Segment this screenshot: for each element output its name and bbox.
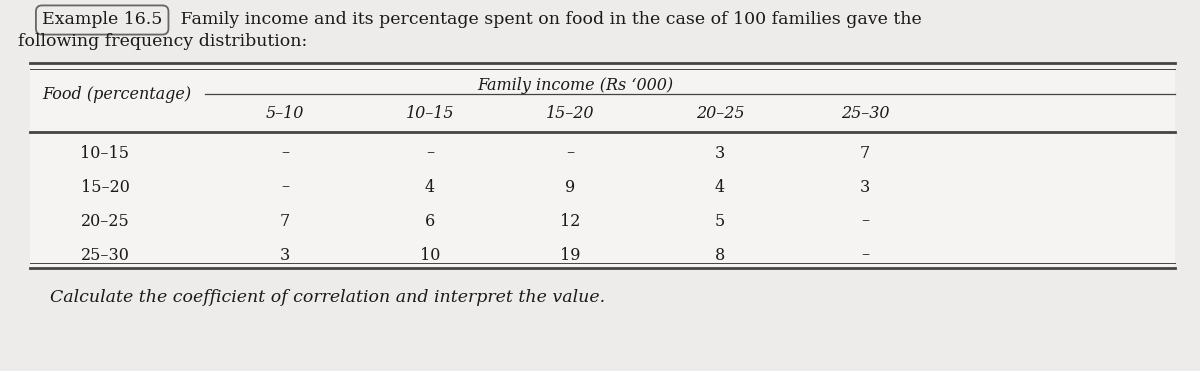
Bar — [30, 63, 1175, 268]
Text: –: – — [281, 144, 289, 161]
Text: following frequency distribution:: following frequency distribution: — [18, 33, 307, 50]
Text: 7: 7 — [280, 213, 290, 230]
Text: 3: 3 — [715, 144, 725, 161]
Text: 4: 4 — [425, 178, 436, 196]
Text: Food (percentage): Food (percentage) — [42, 86, 191, 103]
Text: 4: 4 — [715, 178, 725, 196]
Text: –: – — [426, 144, 434, 161]
Text: 7: 7 — [860, 144, 870, 161]
Text: 5–10: 5–10 — [266, 105, 304, 122]
Text: 15–20: 15–20 — [80, 178, 130, 196]
Text: 25–30: 25–30 — [80, 246, 130, 263]
Text: Family income and its percentage spent on food in the case of 100 families gave : Family income and its percentage spent o… — [175, 12, 922, 29]
Text: Family income (Rs ‘000): Family income (Rs ‘000) — [476, 76, 673, 93]
Text: –: – — [860, 246, 869, 263]
Text: 20–25: 20–25 — [80, 213, 130, 230]
Text: 3: 3 — [860, 178, 870, 196]
Text: 3: 3 — [280, 246, 290, 263]
Text: 6: 6 — [425, 213, 436, 230]
Text: 19: 19 — [559, 246, 581, 263]
Text: 10–15: 10–15 — [80, 144, 130, 161]
Text: –: – — [281, 178, 289, 196]
Text: –: – — [566, 144, 574, 161]
Text: –: – — [860, 213, 869, 230]
Text: 20–25: 20–25 — [696, 105, 744, 122]
Text: 9: 9 — [565, 178, 575, 196]
Text: 5: 5 — [715, 213, 725, 230]
Text: 10–15: 10–15 — [406, 105, 455, 122]
Text: 8: 8 — [715, 246, 725, 263]
Text: 15–20: 15–20 — [546, 105, 594, 122]
Text: Calculate the coefficient of correlation and interpret the value.: Calculate the coefficient of correlation… — [50, 289, 605, 306]
Text: 25–30: 25–30 — [841, 105, 889, 122]
Text: Example 16.5: Example 16.5 — [42, 12, 162, 29]
Text: 12: 12 — [560, 213, 580, 230]
Text: 10: 10 — [420, 246, 440, 263]
